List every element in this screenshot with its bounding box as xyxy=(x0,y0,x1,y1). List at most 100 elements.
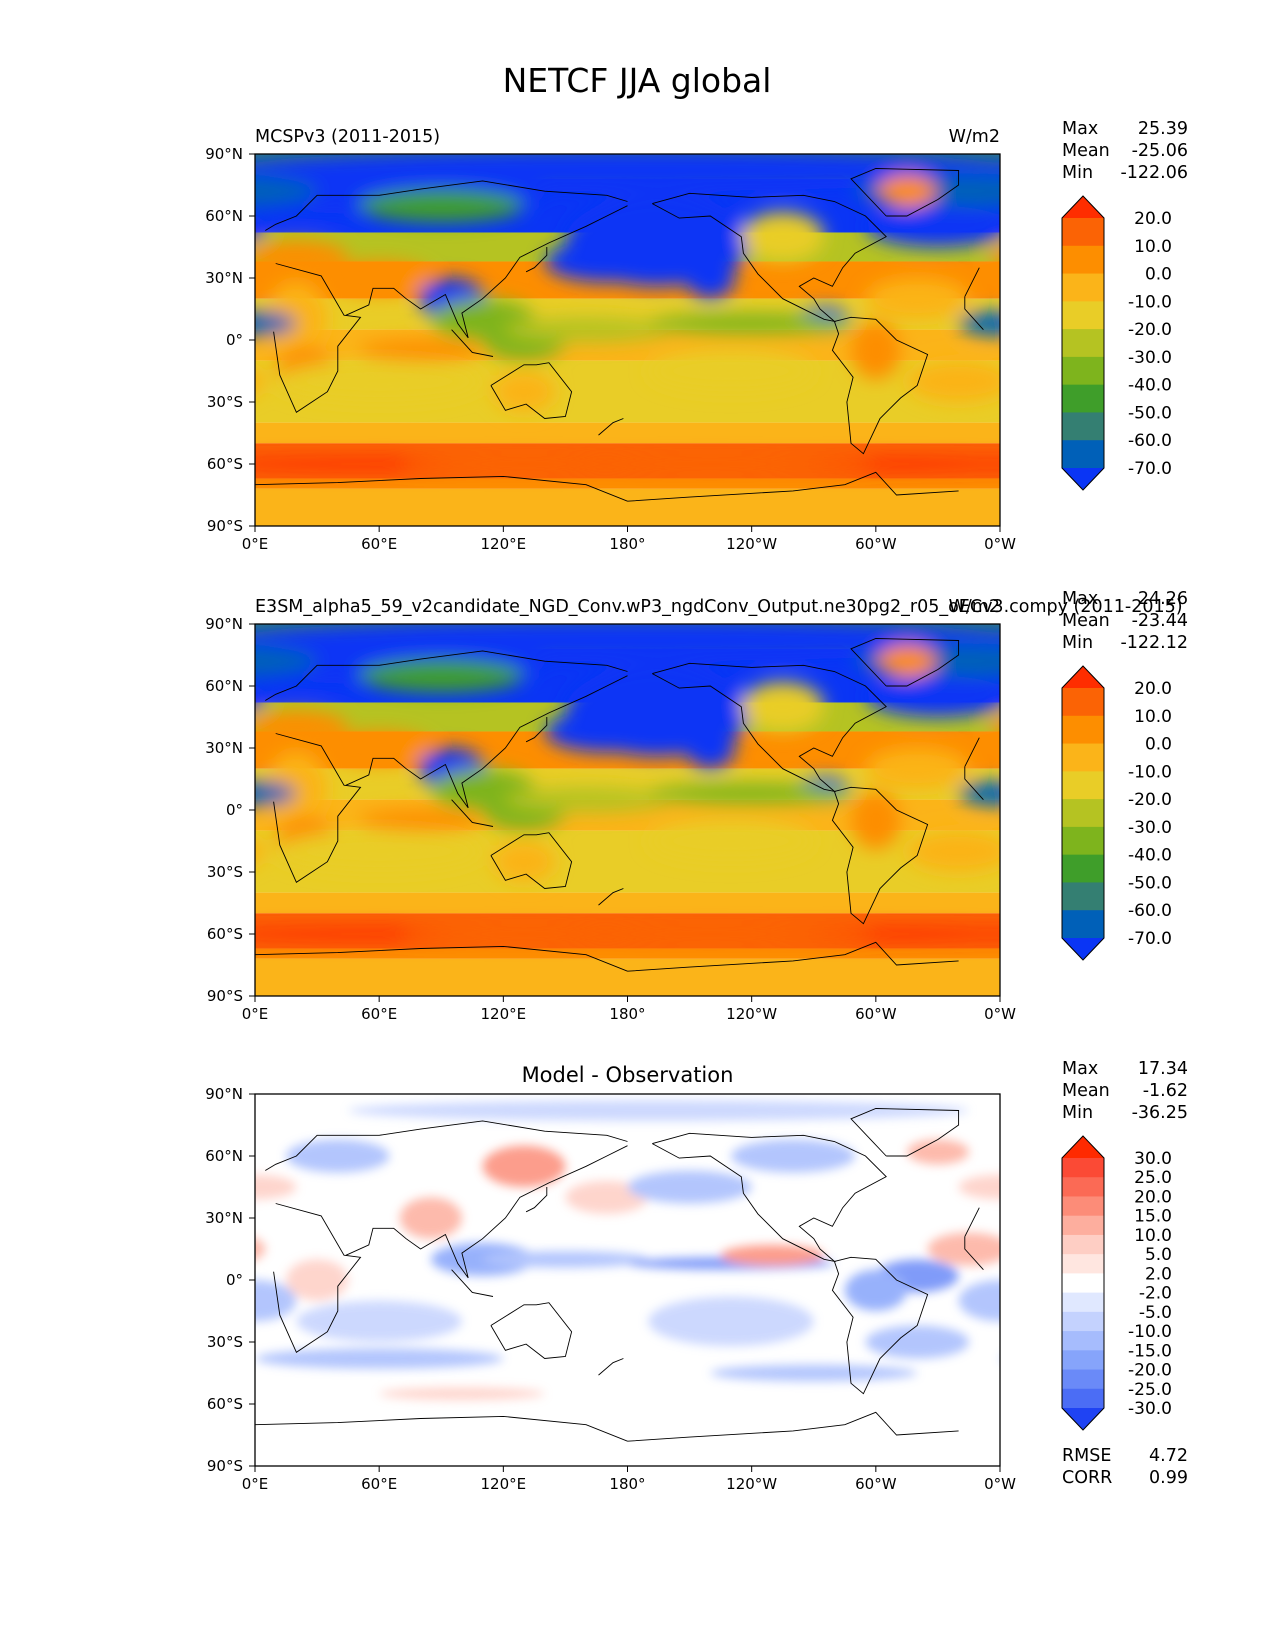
field-blob xyxy=(327,731,431,765)
coastline xyxy=(831,786,929,925)
coastline xyxy=(598,418,624,436)
colorbar-label: 15.0 xyxy=(1134,1207,1172,1227)
field-blob xyxy=(286,1139,390,1173)
colorbar-segment xyxy=(1062,1254,1104,1274)
field-blob xyxy=(255,240,349,274)
y-tick-label: 30°N xyxy=(205,1209,243,1227)
field-blob xyxy=(255,781,297,806)
coastline xyxy=(525,247,548,273)
coastline xyxy=(652,662,887,793)
colorbar-extend-max xyxy=(1062,666,1104,688)
colorbar-segment xyxy=(1062,1196,1104,1217)
colorbar-segment xyxy=(1062,910,1104,939)
coastline xyxy=(345,205,628,339)
field-blob xyxy=(544,927,876,941)
colorbar-segment xyxy=(1062,1311,1104,1332)
colorbar-segment xyxy=(1062,1273,1104,1294)
field-blob xyxy=(958,781,1000,806)
field-blob xyxy=(906,360,1000,402)
colorbar-label: -10.0 xyxy=(1128,1322,1172,1342)
coastline xyxy=(831,1256,929,1395)
lat-band xyxy=(255,892,1000,914)
field-blob xyxy=(255,459,297,469)
metric-value: 0.99 xyxy=(1149,1468,1188,1488)
coastline xyxy=(652,1132,887,1263)
colorbar-extend-max xyxy=(1062,1136,1104,1158)
field-blob xyxy=(1021,831,1228,872)
field-blob xyxy=(906,830,1000,872)
panel-units: W/m2 xyxy=(949,127,1000,147)
field-blob xyxy=(265,282,328,357)
colorbar-label: -30.0 xyxy=(1128,1399,1172,1419)
field-blob xyxy=(265,752,328,827)
colorbar-segment xyxy=(1062,771,1104,800)
field-blob xyxy=(627,1170,752,1204)
field-blob xyxy=(906,1139,969,1165)
coastlines xyxy=(255,1108,984,1442)
stat-value: -122.06 xyxy=(1120,163,1188,183)
field-blob xyxy=(565,1180,649,1214)
colorbar-segment xyxy=(1062,384,1104,413)
field-blob xyxy=(741,681,825,732)
field-blob xyxy=(275,360,483,403)
y-tick-label: 30°N xyxy=(205,739,243,757)
coastline xyxy=(451,799,494,827)
field-blob xyxy=(648,313,856,334)
colorbar-label: 20.0 xyxy=(1134,209,1172,229)
coastline xyxy=(451,329,494,357)
y-tick-label: 0° xyxy=(226,331,243,349)
colorbar: 20.0 10.0 0.0 -10.0 -20.0 -30.0 -40.0 -50.0 -60.… xyxy=(1061,195,1172,491)
x-tick-label: 180° xyxy=(609,1475,645,1493)
panel-diff: 0°E 60°E 120°E 180° 120°W 60°W 0°W 90°N 60°N 30°N… xyxy=(0,1059,1188,1493)
colorbar-segment xyxy=(1062,301,1104,330)
colorbar-segment xyxy=(1062,882,1104,911)
field-blob xyxy=(685,257,736,299)
coastline xyxy=(525,1187,548,1213)
colorbar-label: 5.0 xyxy=(1145,1245,1172,1265)
colorbar-outline xyxy=(1061,195,1105,491)
field-blob xyxy=(989,247,1000,268)
colorbar-outline xyxy=(1061,1135,1105,1431)
colorbar-label: -10.0 xyxy=(1128,762,1172,782)
field-blob xyxy=(286,1259,349,1301)
colorbar-label: -10.0 xyxy=(1128,292,1172,312)
colorbar-label: 10.0 xyxy=(1134,1226,1172,1246)
field-blob xyxy=(255,1174,297,1200)
field-blob xyxy=(648,820,814,862)
field-blob xyxy=(865,675,1000,717)
colorbar-label: 25.0 xyxy=(1134,1168,1172,1188)
coastline xyxy=(652,192,887,323)
lat-band xyxy=(255,958,1000,996)
coastline xyxy=(850,1108,960,1157)
y-tick-label: 60°N xyxy=(205,207,243,225)
colorbar: 30.025.020.015.010.05.02.0-2.0-5.0-10.0-… xyxy=(1061,1135,1172,1431)
field-blob xyxy=(0,1100,224,1121)
y-tick-label: 90°N xyxy=(205,615,243,633)
stat-value: -1.62 xyxy=(1143,1081,1188,1101)
field-blob xyxy=(865,1325,969,1359)
colorbar-label: -2.0 xyxy=(1139,1284,1172,1304)
field-blob xyxy=(865,205,1000,247)
metric-label: RMSE xyxy=(1062,1446,1111,1466)
x-tick-label: 180° xyxy=(609,535,645,553)
lat-band xyxy=(255,948,1000,959)
figure-title: NETCF JJA global xyxy=(503,61,772,100)
coastline xyxy=(598,888,624,906)
x-tick-label: 0°E xyxy=(242,535,269,553)
field-blob xyxy=(710,1364,918,1382)
colorbar-segment xyxy=(1062,1388,1104,1409)
lat-band xyxy=(255,422,1000,444)
field-blob xyxy=(255,646,318,677)
field-blob xyxy=(255,929,297,939)
field-blob xyxy=(958,653,1000,678)
y-tick-label: 30°N xyxy=(205,269,243,287)
field-blob xyxy=(430,1242,535,1276)
x-tick-label: 120°W xyxy=(726,535,777,553)
colorbar-label: -15.0 xyxy=(1128,1341,1172,1361)
stat-label: Mean xyxy=(1062,141,1110,161)
colorbar-label: -30.0 xyxy=(1128,818,1172,838)
field-blob xyxy=(358,189,525,223)
x-tick-label: 120°E xyxy=(481,535,527,553)
stat-value: 25.39 xyxy=(1138,119,1188,139)
y-tick-label: 60°S xyxy=(207,925,243,943)
